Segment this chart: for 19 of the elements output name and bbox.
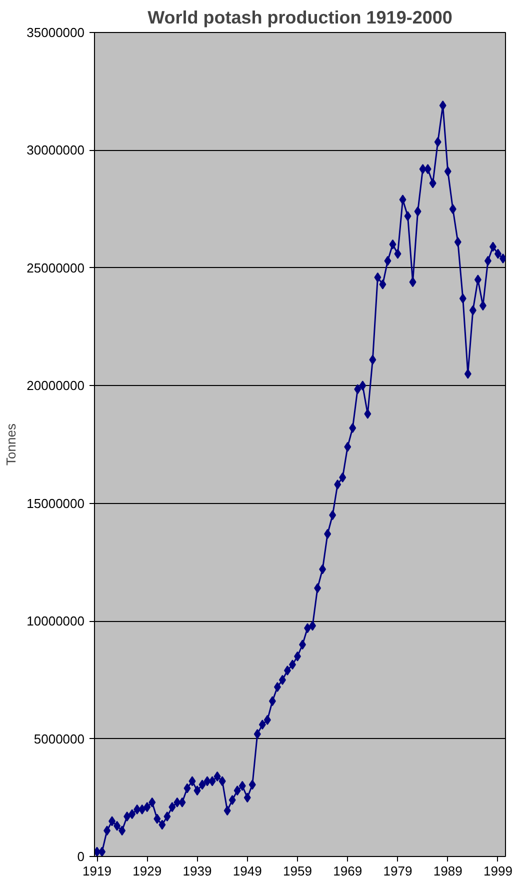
x-tick-label: 1959 (283, 864, 312, 878)
x-tick-label: 1949 (232, 864, 262, 878)
x-tick-label: 1999 (484, 864, 512, 878)
x-tick-label: 1939 (182, 864, 212, 878)
x-tick-label: 1969 (333, 864, 362, 878)
y-tick-label: 0 (77, 849, 85, 864)
y-tick-label: 10000000 (26, 614, 85, 629)
y-tick-label: 5000000 (34, 731, 85, 746)
y-axis-title: Tonnes (4, 423, 19, 466)
y-tick-label: 25000000 (26, 260, 85, 276)
y-tick-label: 30000000 (26, 142, 85, 158)
y-tick-label: 20000000 (26, 378, 85, 394)
y-tick-label: 15000000 (26, 496, 85, 511)
chart-title: World potash production 1919-2000 (148, 8, 452, 28)
x-tick-label: 1989 (433, 864, 462, 878)
x-tick-label: 1919 (82, 864, 112, 878)
x-tick-label: 1929 (132, 864, 162, 878)
x-tick-label: 1979 (383, 864, 412, 878)
y-tick-label: 35000000 (26, 25, 85, 40)
